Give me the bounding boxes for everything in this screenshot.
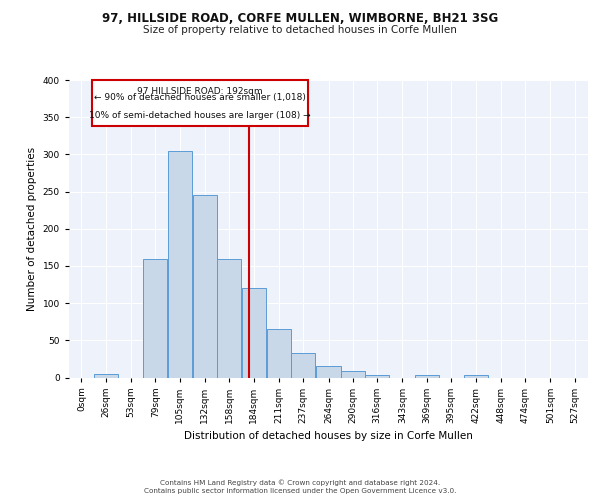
- Text: ← 90% of detached houses are smaller (1,018): ← 90% of detached houses are smaller (1,…: [94, 93, 306, 102]
- FancyBboxPatch shape: [92, 80, 308, 126]
- Bar: [167, 150, 192, 378]
- Bar: [94, 374, 118, 378]
- Bar: [464, 376, 488, 378]
- Bar: [193, 196, 217, 378]
- Bar: [143, 258, 167, 378]
- Bar: [415, 376, 439, 378]
- Bar: [341, 371, 365, 378]
- Bar: [267, 329, 291, 378]
- X-axis label: Distribution of detached houses by size in Corfe Mullen: Distribution of detached houses by size …: [184, 431, 473, 441]
- Text: 10% of semi-detached houses are larger (108) →: 10% of semi-detached houses are larger (…: [89, 112, 311, 120]
- Bar: [316, 366, 341, 378]
- Y-axis label: Number of detached properties: Number of detached properties: [27, 146, 37, 311]
- Bar: [217, 258, 241, 378]
- Bar: [365, 376, 389, 378]
- Text: Contains HM Land Registry data © Crown copyright and database right 2024.
Contai: Contains HM Land Registry data © Crown c…: [144, 479, 456, 494]
- Text: 97, HILLSIDE ROAD, CORFE MULLEN, WIMBORNE, BH21 3SG: 97, HILLSIDE ROAD, CORFE MULLEN, WIMBORN…: [102, 12, 498, 26]
- Text: Size of property relative to detached houses in Corfe Mullen: Size of property relative to detached ho…: [143, 25, 457, 35]
- Text: 97 HILLSIDE ROAD: 192sqm: 97 HILLSIDE ROAD: 192sqm: [137, 88, 263, 96]
- Bar: [291, 353, 315, 378]
- Bar: [242, 288, 266, 378]
